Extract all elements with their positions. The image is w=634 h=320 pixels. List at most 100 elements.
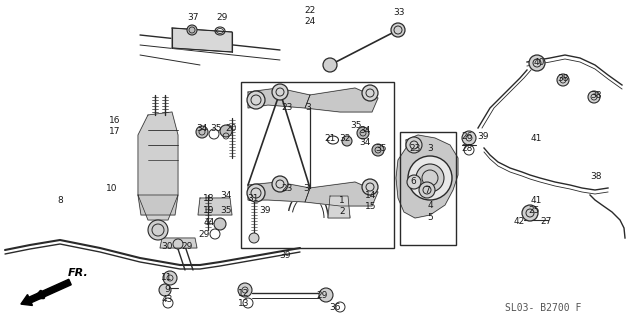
Text: 12: 12	[238, 289, 250, 298]
Circle shape	[220, 125, 232, 137]
Text: 34: 34	[197, 124, 208, 132]
Text: 34: 34	[359, 125, 371, 134]
Circle shape	[214, 218, 226, 230]
Text: 9: 9	[164, 284, 170, 293]
Text: 29: 29	[316, 292, 328, 300]
Text: 3: 3	[305, 102, 311, 111]
Circle shape	[163, 271, 177, 285]
Text: 25: 25	[528, 205, 540, 214]
Circle shape	[357, 127, 369, 139]
Text: 44: 44	[204, 218, 215, 227]
Text: 23: 23	[281, 183, 293, 193]
Text: 41: 41	[530, 133, 541, 142]
Circle shape	[238, 283, 252, 297]
Text: 34: 34	[359, 138, 371, 147]
Text: 24: 24	[304, 17, 316, 26]
FancyArrow shape	[21, 279, 71, 306]
Text: 41: 41	[530, 196, 541, 204]
Circle shape	[247, 184, 265, 202]
Circle shape	[272, 176, 288, 192]
Text: 19: 19	[204, 205, 215, 214]
Circle shape	[419, 182, 435, 198]
Circle shape	[342, 136, 352, 146]
Polygon shape	[138, 112, 178, 220]
Polygon shape	[248, 88, 310, 108]
Text: 7: 7	[424, 186, 430, 195]
Circle shape	[362, 179, 378, 195]
Text: 33: 33	[393, 7, 404, 17]
Polygon shape	[138, 195, 178, 215]
Text: 27: 27	[540, 217, 552, 226]
Text: 32: 32	[339, 133, 351, 142]
Circle shape	[557, 74, 569, 86]
Circle shape	[148, 220, 168, 240]
Text: 13: 13	[238, 300, 250, 308]
Text: 39: 39	[279, 252, 291, 260]
Text: 30: 30	[161, 242, 172, 251]
Text: 29: 29	[181, 242, 193, 251]
Circle shape	[588, 91, 600, 103]
Circle shape	[249, 233, 259, 243]
Text: 6: 6	[410, 177, 416, 186]
Circle shape	[187, 25, 197, 35]
Text: 35: 35	[375, 143, 387, 153]
Text: 4: 4	[427, 201, 433, 210]
Text: 35: 35	[220, 205, 232, 214]
Circle shape	[408, 156, 452, 200]
Circle shape	[272, 84, 288, 100]
Polygon shape	[396, 135, 458, 218]
Polygon shape	[172, 28, 232, 52]
Text: 39: 39	[259, 205, 271, 214]
Circle shape	[406, 137, 422, 153]
Text: 21: 21	[325, 133, 335, 142]
Text: 8: 8	[57, 196, 63, 204]
Text: 40: 40	[533, 58, 545, 67]
Polygon shape	[305, 88, 378, 112]
Text: 42: 42	[514, 217, 524, 226]
Text: 43: 43	[161, 295, 172, 305]
Text: 23: 23	[281, 102, 293, 111]
Text: 36: 36	[329, 302, 340, 311]
Text: 3: 3	[427, 143, 433, 153]
Text: 29: 29	[216, 12, 228, 21]
Circle shape	[372, 144, 384, 156]
Text: FR.: FR.	[68, 268, 89, 278]
Polygon shape	[160, 238, 197, 248]
Circle shape	[362, 85, 378, 101]
Circle shape	[323, 58, 337, 72]
Text: 11: 11	[161, 274, 172, 283]
Polygon shape	[198, 198, 232, 215]
Circle shape	[416, 164, 444, 192]
Text: 15: 15	[365, 202, 377, 211]
Bar	[400, 132, 456, 245]
Text: 18: 18	[204, 194, 215, 203]
Text: 29: 29	[198, 229, 210, 238]
Text: 38: 38	[590, 172, 602, 180]
Bar	[241, 82, 394, 248]
Text: 20: 20	[225, 124, 236, 132]
Polygon shape	[248, 182, 310, 202]
Text: 2: 2	[339, 206, 345, 215]
Text: 31: 31	[247, 194, 259, 203]
Circle shape	[319, 288, 333, 302]
Circle shape	[247, 91, 265, 109]
Text: 37: 37	[187, 12, 198, 21]
Circle shape	[391, 23, 405, 37]
Text: 26: 26	[462, 132, 473, 140]
Circle shape	[196, 126, 208, 138]
Text: 17: 17	[109, 126, 120, 135]
Text: 28: 28	[462, 143, 473, 153]
Polygon shape	[305, 182, 378, 206]
Text: 22: 22	[304, 5, 316, 14]
Text: 38: 38	[557, 74, 569, 83]
Circle shape	[159, 284, 171, 296]
Text: 10: 10	[107, 183, 118, 193]
Text: 1: 1	[339, 196, 345, 204]
Text: 14: 14	[365, 190, 377, 199]
Circle shape	[529, 55, 545, 71]
Text: SL03- B2700 F: SL03- B2700 F	[505, 303, 581, 313]
Polygon shape	[328, 196, 350, 218]
Text: 3: 3	[303, 183, 309, 193]
Circle shape	[462, 131, 476, 145]
Text: 35: 35	[350, 121, 362, 130]
